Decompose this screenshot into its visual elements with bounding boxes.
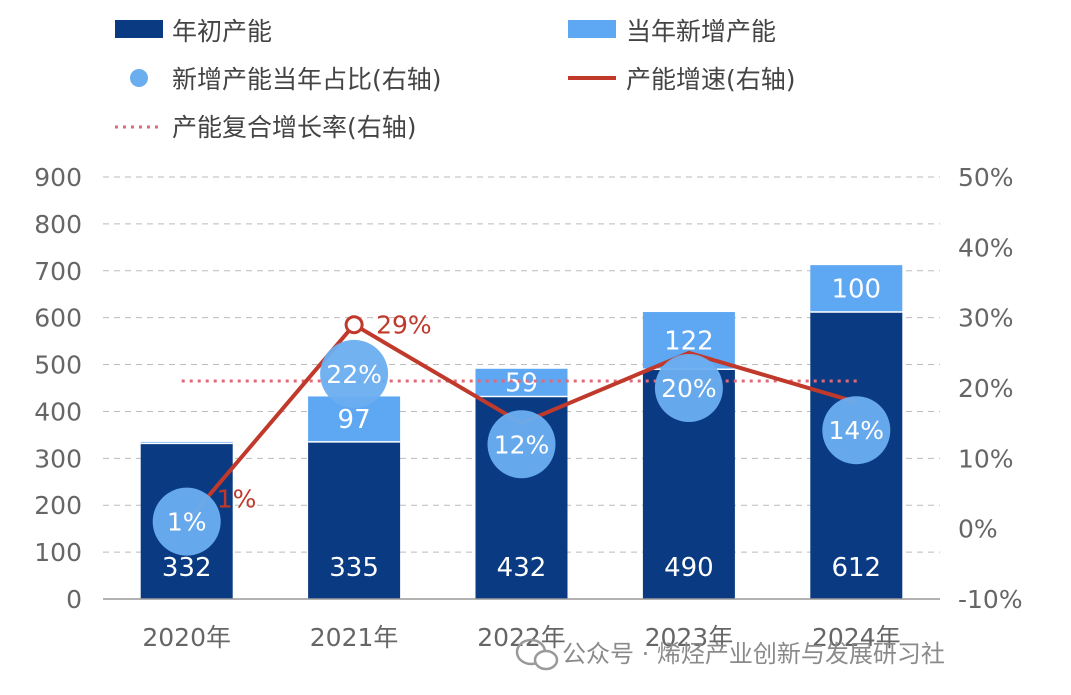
bar-base-label: 432 (497, 553, 547, 583)
bar-base-label: 332 (162, 553, 212, 583)
bar-base-label: 612 (831, 553, 881, 583)
legend-marker-share (130, 69, 148, 87)
share-markers: 1% 22% 12% 20% 14% 1% 29% (152, 311, 891, 556)
y-left-tick-label: 900 (34, 163, 82, 192)
legend-label-share: 新增产能当年占比(右轴) (172, 65, 442, 94)
y-right-tick-label: 10% (958, 444, 1014, 473)
y-left-tick-label: 100 (34, 538, 82, 567)
legend-label-base: 年初产能 (172, 17, 272, 46)
y-right-tick-label: -10% (958, 585, 1023, 614)
bar-base-label: 490 (664, 553, 714, 583)
y-left-tick-label: 200 (34, 491, 82, 520)
growth-label: 29% (376, 311, 432, 340)
share-marker (654, 354, 723, 422)
share-marker (152, 487, 221, 556)
watermark: 公众号 · 烯烃产业创新与发展研习社 (515, 638, 945, 671)
wechat-icon (515, 638, 559, 671)
x-tick-label: 2020年 (142, 623, 231, 652)
share-label: 22% (326, 360, 382, 389)
y-left-tick-label: 400 (34, 397, 82, 426)
x-axis: 2020年 2021年 2022年 2023年 2024年 (103, 598, 940, 652)
legend-swatch-added (568, 20, 616, 38)
y-left-tick-label: 800 (34, 210, 82, 239)
x-tick-label: 2024年 (812, 623, 901, 652)
y-right-tick-label: 30% (958, 304, 1014, 333)
growth-point (344, 315, 364, 335)
y-axis-left: 0 100 200 300 400 500 600 700 800 900 (34, 163, 82, 614)
bar-added-label: 97 (338, 405, 371, 435)
share-marker (487, 410, 556, 479)
legend-swatch-base (115, 20, 163, 38)
legend-label-growth: 产能增速(右轴) (626, 65, 796, 94)
y-right-tick-label: 20% (958, 374, 1014, 403)
y-right-tick-label: 0% (958, 515, 998, 544)
x-tick-label: 2021年 (310, 623, 399, 652)
growth-label: 1% (217, 485, 257, 514)
y-left-tick-label: 0 (66, 585, 82, 614)
bar-added (810, 265, 903, 313)
share-marker (320, 339, 389, 408)
legend: 年初产能 当年新增产能 新增产能当年占比(右轴) 产能增速(右轴) 产能复合增长… (115, 17, 796, 142)
y-left-tick-label: 600 (34, 304, 82, 333)
share-marker (822, 396, 891, 465)
share-label: 14% (829, 416, 885, 445)
y-left-tick-label: 300 (34, 444, 82, 473)
bar-added-label: 100 (831, 275, 881, 305)
y-right-tick-label: 40% (958, 233, 1014, 262)
bar-added (475, 368, 568, 397)
share-label: 1% (167, 508, 207, 537)
x-tick-label: 2022年 (477, 623, 566, 652)
y-axis-right: -10% 0% 10% 20% 30% 40% 50% (958, 163, 1023, 614)
legend-label-added: 当年新增产能 (626, 17, 776, 46)
y-right-tick-label: 50% (958, 163, 1014, 192)
share-label: 12% (494, 430, 550, 459)
watermark-text: 公众号 · 烯烃产业创新与发展研习社 (562, 640, 945, 668)
bar-base (308, 441, 401, 599)
y-left-tick-label: 700 (34, 257, 82, 286)
y-left-tick-label: 500 (34, 351, 82, 380)
bar-added-label: 59 (505, 369, 538, 399)
legend-label-cagr: 产能复合增长率(右轴) (172, 113, 417, 142)
bar-base-label: 335 (329, 553, 379, 583)
share-label: 20% (661, 374, 717, 403)
x-tick-label: 2023年 (645, 623, 734, 652)
